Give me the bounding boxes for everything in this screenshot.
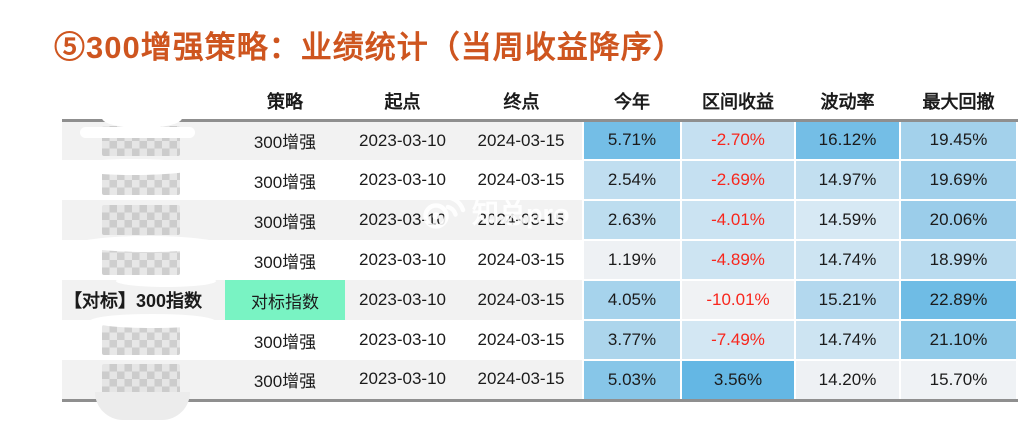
volatility-cell: 14.20% — [794, 359, 901, 402]
ytd-cell: 2.54% — [582, 159, 682, 201]
ytd-cell: 5.03% — [582, 359, 682, 402]
censor-smudge — [80, 127, 195, 138]
start-date-cell: 2023-03-10 — [345, 360, 460, 402]
redacted-name-cell — [62, 360, 225, 402]
strategy-cell: 300增强 — [225, 360, 345, 402]
strategy-cell: 300增强 — [253, 133, 317, 153]
max-drawdown-cell: 18.99% — [899, 239, 1018, 281]
start-date-cell: 2023-03-10 — [359, 330, 446, 349]
col-header-ytd: 今年 — [583, 84, 681, 122]
ytd-cell: 1.19% — [582, 239, 682, 281]
col-header-strategy: 策略 — [225, 84, 345, 122]
censor-smudge — [95, 392, 190, 420]
table-row: 300增强 2023-03-10 2024-03-15 5.03% 3.56% … — [62, 359, 1018, 402]
ytd-cell: 3.77% — [582, 319, 682, 361]
max-drawdown-cell: 19.69% — [899, 159, 1018, 201]
interval-return-cell: -7.49% — [680, 319, 796, 361]
interval-return-cell: -4.89% — [680, 239, 796, 281]
max-drawdown-cell: 22.89% — [899, 279, 1018, 321]
volatility-cell: 14.74% — [794, 239, 901, 281]
volatility-cell: 14.59% — [794, 199, 901, 241]
col-header-interval-return: 区间收益 — [681, 84, 795, 122]
censor-smudge — [66, 159, 201, 175]
performance-table: 策略 起点 终点 今年 区间收益 波动率 最大回撤 300增强 2023-03-… — [62, 84, 1018, 402]
col-header-start: 起点 — [345, 84, 460, 122]
interval-return-cell: -10.01% — [680, 279, 796, 321]
volatility-cell: 14.97% — [794, 159, 901, 201]
col-header-max-drawdown: 最大回撤 — [900, 84, 1017, 122]
ytd-cell: 5.71% — [582, 119, 682, 161]
interval-return-cell: -2.69% — [680, 159, 796, 201]
redacted-name-mosaic — [102, 205, 180, 235]
start-date-cell: 2023-03-10 — [359, 210, 446, 229]
start-date-cell: 2023-03-10 — [359, 170, 446, 189]
max-drawdown-cell: 15.70% — [899, 359, 1018, 402]
ytd-cell: 4.05% — [582, 279, 682, 321]
interval-return-cell: 3.56% — [680, 359, 796, 402]
max-drawdown-cell: 20.06% — [899, 199, 1018, 241]
volatility-cell: 16.12% — [794, 119, 901, 161]
censor-smudge — [78, 236, 218, 252]
volatility-cell: 14.74% — [794, 319, 901, 361]
interval-return-cell: -2.70% — [680, 119, 796, 161]
start-date-cell: 2023-03-10 — [359, 130, 446, 150]
strategy-cell: 300增强 — [253, 332, 317, 352]
ytd-cell: 2.63% — [582, 199, 682, 241]
redacted-name-mosaic — [102, 325, 180, 355]
col-header-end: 终点 — [460, 84, 583, 122]
table-row: 300增强 2023-03-10 2024-03-15 2.54% -2.69%… — [62, 159, 1018, 201]
censor-smudge — [102, 108, 182, 128]
volatility-cell: 15.21% — [794, 279, 901, 321]
censor-smudge — [116, 275, 216, 287]
strategy-cell: 300增强 — [253, 172, 317, 192]
strategy-cell: 300增强 — [253, 252, 317, 272]
end-date-cell: 2024-03-15 — [477, 250, 565, 269]
table-row: 300增强 2023-03-10 2024-03-15 2.63% -4.01%… — [62, 199, 1018, 241]
interval-return-cell: -4.01% — [680, 199, 796, 241]
table-row: 300增强 2023-03-10 2024-03-15 1.19% -4.89%… — [62, 239, 1018, 281]
start-date-cell: 2023-03-10 — [359, 290, 446, 309]
max-drawdown-cell: 19.45% — [899, 119, 1018, 161]
end-date-cell: 2024-03-15 — [477, 290, 565, 309]
table-row: 300增强 2023-03-10 2024-03-15 3.77% -7.49%… — [62, 319, 1018, 361]
end-date-cell: 2024-03-15 — [477, 170, 565, 189]
benchmark-strategy-cell: 对标指数 — [225, 280, 345, 320]
end-date-cell: 2024-03-15 — [460, 360, 583, 402]
redacted-name-cell — [62, 200, 225, 240]
end-date-cell: 2024-03-15 — [477, 130, 565, 150]
end-date-cell: 2024-03-15 — [477, 210, 565, 229]
page-title: ⑤300增强策略：业绩统计（当周收益降序） — [54, 30, 685, 65]
censor-smudge — [90, 314, 215, 328]
col-header-volatility: 波动率 — [795, 84, 900, 122]
benchmark-row: 【对标】300指数 对标指数 2023-03-10 2024-03-15 4.0… — [62, 279, 1018, 321]
strategy-cell: 300增强 — [253, 212, 317, 232]
redacted-name-cell — [62, 320, 225, 360]
redacted-name-mosaic — [102, 364, 180, 395]
table-row: 300增强 2023-03-10 2024-03-15 5.71% -2.70%… — [62, 119, 1018, 161]
start-date-cell: 2023-03-10 — [359, 250, 446, 269]
benchmark-name-cell: 【对标】300指数 — [64, 291, 203, 311]
max-drawdown-cell: 21.10% — [899, 319, 1018, 361]
end-date-cell: 2024-03-15 — [477, 330, 565, 349]
table-header-row: 策略 起点 终点 今年 区间收益 波动率 最大回撤 — [62, 84, 1017, 122]
